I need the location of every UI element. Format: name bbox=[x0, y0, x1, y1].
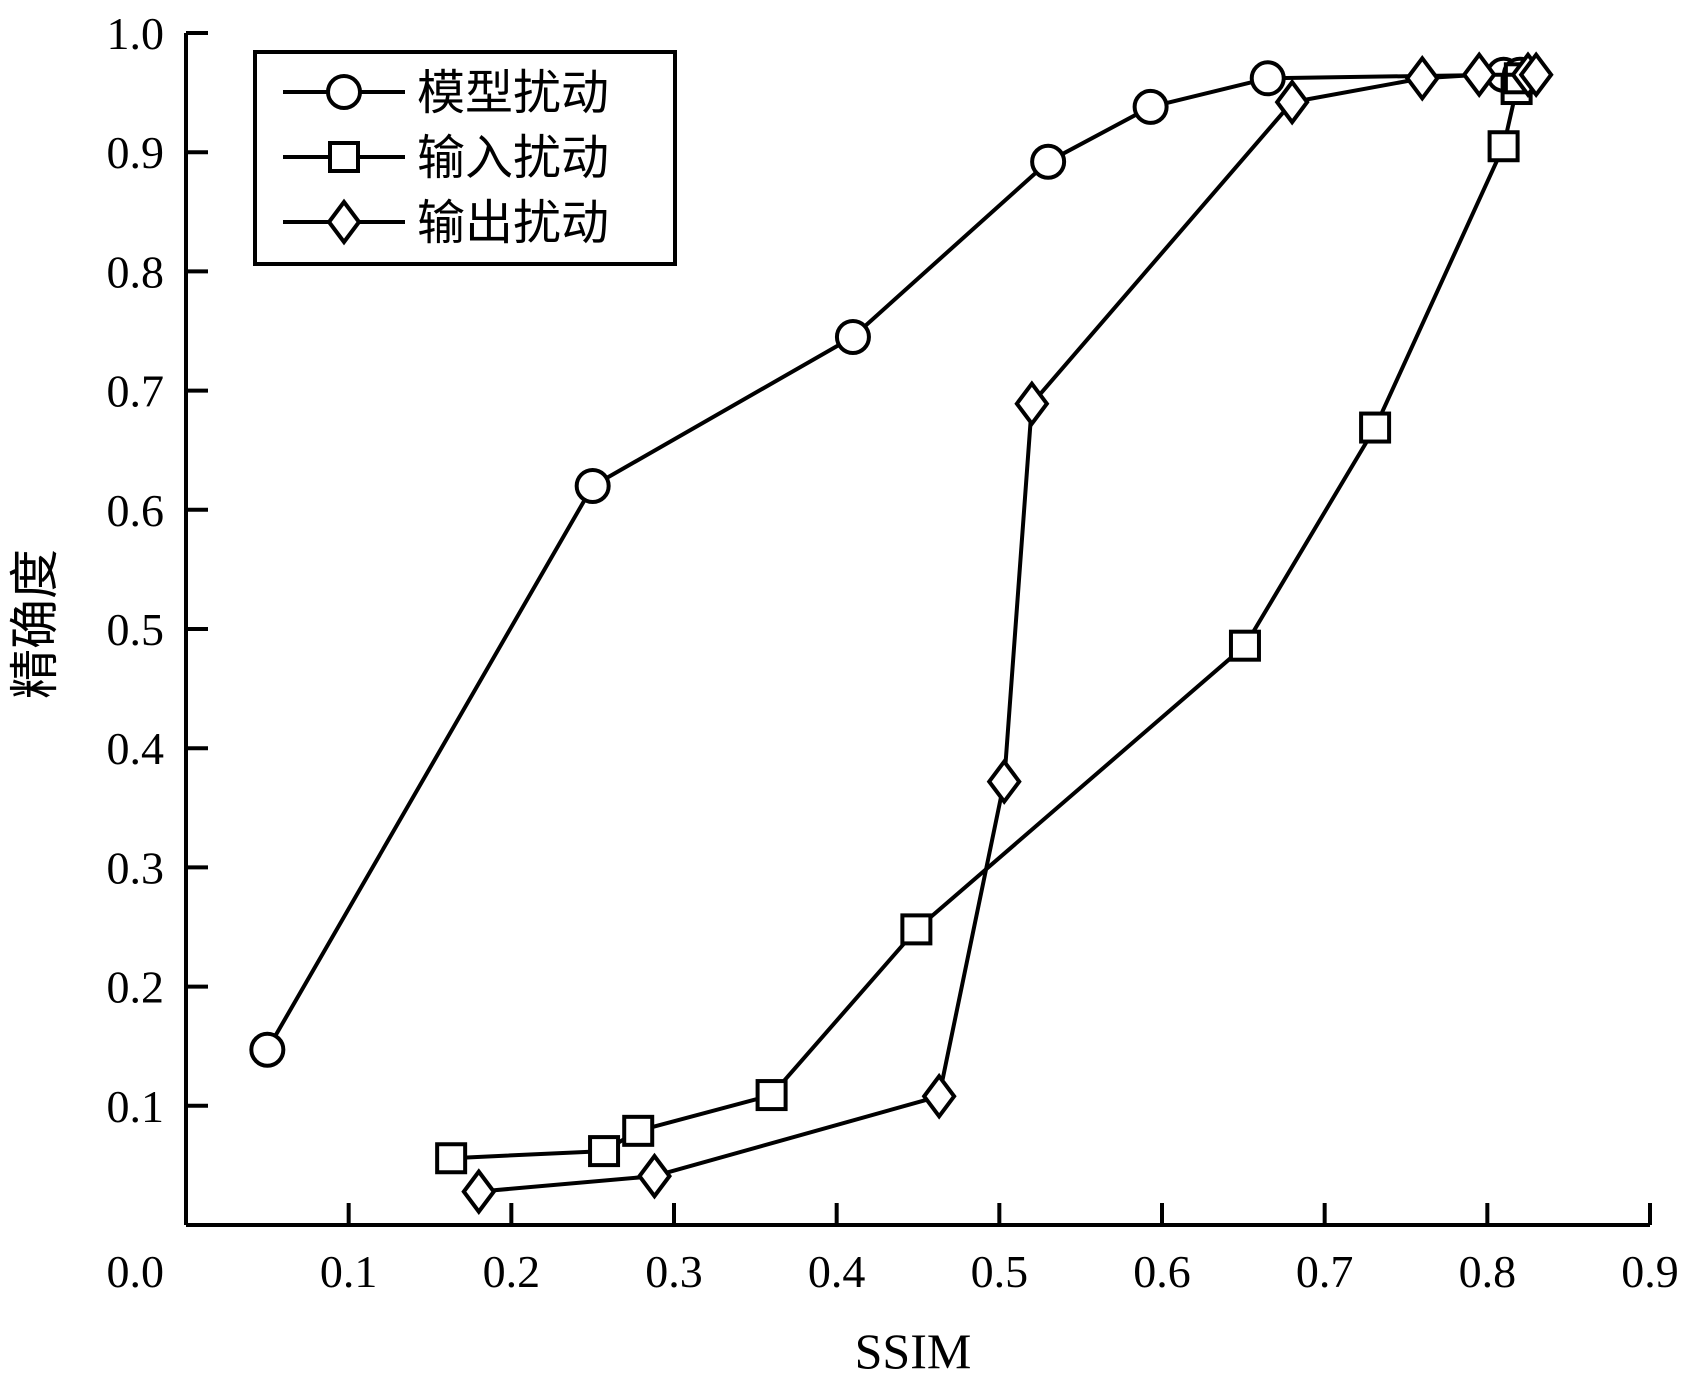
data-point-square bbox=[1228, 629, 1261, 662]
y-tick-label: 0.3 bbox=[107, 842, 165, 893]
y-tick-label: 0.6 bbox=[107, 485, 165, 536]
x-tick-label: 0.3 bbox=[645, 1246, 703, 1297]
data-point-circle bbox=[1030, 143, 1067, 180]
legend-item: 输入扰动 bbox=[283, 130, 609, 186]
legend-marker-square bbox=[328, 141, 360, 173]
x-axis-title: SSIM bbox=[855, 1323, 972, 1379]
data-point-circle bbox=[1249, 60, 1286, 97]
data-point-diamond bbox=[1014, 380, 1050, 428]
data-point-diamond bbox=[1518, 51, 1554, 99]
data-point-square bbox=[1359, 411, 1392, 444]
x-ticks: 0.1 0.2 0.3 0.4 0.5 0.6 0.7 0.8 0.9 bbox=[320, 1203, 1679, 1297]
y-tick-label: 0.1 bbox=[107, 1081, 165, 1132]
series-line bbox=[451, 77, 1522, 1161]
data-point-diamond bbox=[636, 1152, 672, 1200]
legend-marker-circle bbox=[326, 74, 362, 110]
legend-label: 输入扰动 bbox=[417, 130, 609, 186]
data-point-circle bbox=[834, 318, 871, 355]
data-point-square bbox=[622, 1114, 655, 1147]
data-point-diamond bbox=[461, 1168, 497, 1215]
legend-label: 输出扰动 bbox=[417, 195, 609, 251]
x-tick-label: 0.4 bbox=[808, 1246, 866, 1297]
series-diamond bbox=[461, 51, 1554, 1215]
series-layer bbox=[249, 51, 1554, 1215]
legend-item: 模型扰动 bbox=[283, 65, 609, 121]
y-tick-label: 0.9 bbox=[107, 127, 165, 178]
data-point-square bbox=[435, 1142, 468, 1175]
x-tick-label: 0.9 bbox=[1621, 1246, 1679, 1297]
x-tick-label: 0.5 bbox=[971, 1246, 1029, 1297]
data-point-circle bbox=[1132, 88, 1169, 125]
x-tick-label: 0.7 bbox=[1296, 1246, 1354, 1297]
y-tick-label: 0.4 bbox=[107, 723, 165, 774]
data-point-circle bbox=[574, 467, 611, 504]
y-tick-label: 0.2 bbox=[107, 962, 165, 1013]
data-point-circle bbox=[249, 1031, 286, 1068]
x-tick-label: 0.2 bbox=[483, 1246, 541, 1297]
data-point-diamond bbox=[986, 758, 1022, 805]
legend-marker-diamond bbox=[326, 198, 362, 246]
data-point-square bbox=[588, 1135, 621, 1168]
data-point-square bbox=[900, 913, 933, 946]
y-ticks: 0.0 0.1 0.2 0.3 0.4 0.5 0.6 0.7 0.8 0.9 1.0 bbox=[107, 8, 208, 1297]
y-tick-label: 0.5 bbox=[107, 604, 165, 655]
x-tick-label: 0.8 bbox=[1459, 1246, 1517, 1297]
x-tick-label: 0.1 bbox=[320, 1246, 378, 1297]
legend-item: 输出扰动 bbox=[283, 195, 609, 251]
y-tick-label: 0.8 bbox=[107, 246, 165, 297]
series-line bbox=[478, 72, 1537, 1194]
y-tick-label: 0.0 bbox=[107, 1246, 165, 1297]
data-point-diamond bbox=[1274, 78, 1310, 126]
data-point-square bbox=[755, 1079, 788, 1112]
y-axis-title: 精确度 bbox=[7, 549, 63, 699]
data-point-diamond bbox=[921, 1072, 957, 1120]
data-point-diamond bbox=[1404, 54, 1440, 102]
x-tick-label: 0.6 bbox=[1133, 1246, 1191, 1297]
data-point-square bbox=[1487, 130, 1520, 163]
y-tick-label: 0.7 bbox=[107, 366, 165, 417]
y-tick-label: 1.0 bbox=[107, 8, 165, 59]
data-point-diamond bbox=[1461, 51, 1497, 99]
legend-label: 模型扰动 bbox=[417, 65, 609, 121]
